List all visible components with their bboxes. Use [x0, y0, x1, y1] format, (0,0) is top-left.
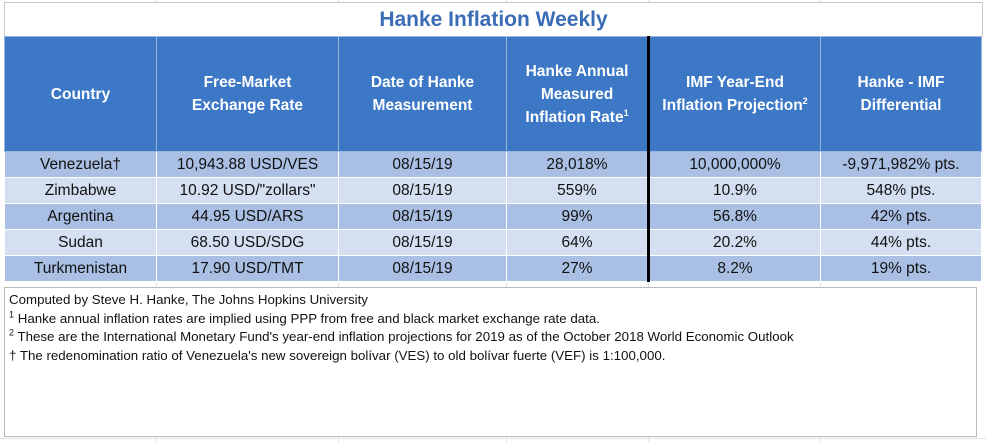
cell-hanke-rate: 559%	[506, 177, 650, 204]
cell-hanke-rate: 28,018%	[506, 151, 650, 178]
cell-country: Zimbabwe	[4, 177, 157, 204]
cell-imf-projection: 56.8%	[648, 203, 821, 230]
cell-differential: 548% pts.	[820, 177, 982, 204]
cell-country: Argentina	[4, 203, 157, 230]
header-country: Country	[4, 36, 157, 152]
cell-date: 08/15/19	[338, 177, 507, 204]
header-imf-projection: IMF Year-End Inflation Projection2	[648, 36, 821, 152]
inflation-table: Country Free-Market Exchange Rate Date of…	[4, 36, 982, 282]
cell-imf-projection: 20.2%	[648, 229, 821, 256]
cell-date: 08/15/19	[338, 229, 507, 256]
header-row: Country Free-Market Exchange Rate Date of…	[4, 36, 982, 152]
footnotes-box: Computed by Steve H. Hanke, The Johns Ho…	[4, 287, 977, 437]
cell-exchange-rate: 10.92 USD/"zollars"	[156, 177, 339, 204]
cell-country: Turkmenistan	[4, 255, 157, 282]
cell-date: 08/15/19	[338, 151, 507, 178]
table-row: Venezuela† 10,943.88 USD/VES 08/15/19 28…	[4, 151, 982, 178]
cell-exchange-rate: 10,943.88 USD/VES	[156, 151, 339, 178]
credit-line: Computed by Steve H. Hanke, The Johns Ho…	[9, 292, 368, 307]
table-row: Argentina 44.95 USD/ARS 08/15/19 99% 56.…	[4, 203, 982, 230]
cell-exchange-rate: 17.90 USD/TMT	[156, 255, 339, 282]
cell-differential: 42% pts.	[820, 203, 982, 230]
cell-hanke-rate: 99%	[506, 203, 650, 230]
header-exchange-rate: Free-Market Exchange Rate	[156, 36, 339, 152]
table-row: Zimbabwe 10.92 USD/"zollars" 08/15/19 55…	[4, 177, 982, 204]
cell-exchange-rate: 44.95 USD/ARS	[156, 203, 339, 230]
cell-differential: -9,971,982% pts.	[820, 151, 982, 178]
report-title: Hanke Inflation Weekly	[4, 2, 983, 37]
footnote-1: 1 Hanke annual inflation rates are impli…	[9, 309, 600, 326]
sheet-gridline	[0, 438, 986, 439]
table-row: Turkmenistan 17.90 USD/TMT 08/15/19 27% …	[4, 255, 982, 282]
cell-country: Venezuela†	[4, 151, 157, 178]
header-measurement-date: Date of Hanke Measurement	[338, 36, 507, 152]
footnote-2: 2 These are the International Monetary F…	[9, 327, 794, 344]
cell-imf-projection: 10,000,000%	[648, 151, 821, 178]
footnote-dagger: † The redenomination ratio of Venezuela'…	[9, 347, 666, 363]
header-hanke-annual-rate: Hanke Annual Measured Inflation Rate1	[506, 36, 650, 152]
table-row: Sudan 68.50 USD/SDG 08/15/19 64% 20.2% 4…	[4, 229, 982, 256]
cell-imf-projection: 8.2%	[648, 255, 821, 282]
cell-imf-projection: 10.9%	[648, 177, 821, 204]
header-differential: Hanke - IMF Differential	[820, 36, 982, 152]
cell-country: Sudan	[4, 229, 157, 256]
cell-hanke-rate: 64%	[506, 229, 650, 256]
cell-differential: 44% pts.	[820, 229, 982, 256]
cell-date: 08/15/19	[338, 255, 507, 282]
cell-hanke-rate: 27%	[506, 255, 650, 282]
cell-differential: 19% pts.	[820, 255, 982, 282]
cell-exchange-rate: 68.50 USD/SDG	[156, 229, 339, 256]
cell-date: 08/15/19	[338, 203, 507, 230]
